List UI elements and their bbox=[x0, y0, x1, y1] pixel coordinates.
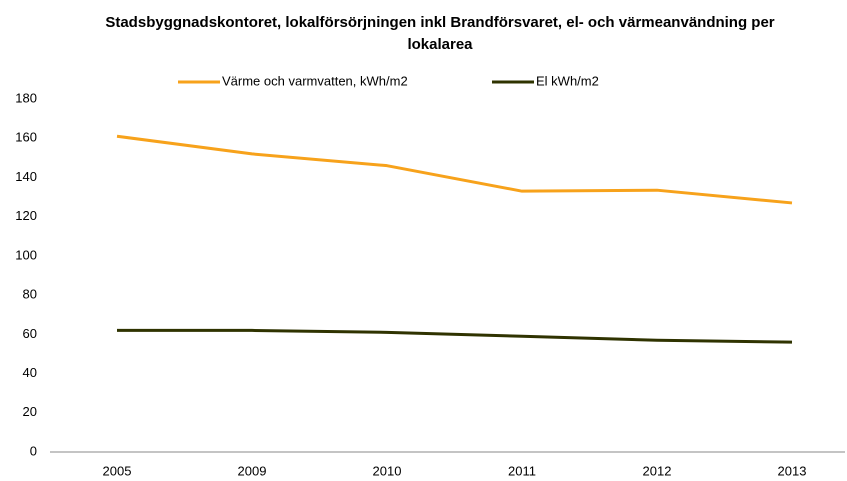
y-tick-label: 140 bbox=[15, 169, 37, 184]
chart-title: Stadsbyggnadskontoret, lokalförsörjninge… bbox=[105, 14, 775, 53]
legend-label: Värme och varmvatten, kWh/m2 bbox=[222, 73, 408, 88]
y-tick-label: 20 bbox=[23, 404, 37, 419]
x-tick-label: 2010 bbox=[373, 463, 402, 478]
x-tick-label: 2013 bbox=[778, 463, 807, 478]
y-tick-label: 180 bbox=[15, 90, 37, 105]
x-tick-label: 2005 bbox=[103, 463, 132, 478]
x-tick-label: 2011 bbox=[508, 463, 536, 478]
y-tick-label: 100 bbox=[15, 247, 37, 262]
legend-label: El kWh/m2 bbox=[536, 73, 599, 88]
x-tick-label: 2009 bbox=[238, 463, 267, 478]
y-tick-label: 80 bbox=[23, 287, 37, 302]
y-tick-label: 120 bbox=[15, 208, 37, 223]
y-tick-label: 0 bbox=[30, 443, 37, 458]
y-tick-label: 160 bbox=[15, 130, 37, 145]
series-line bbox=[116, 134, 793, 205]
y-tick-label: 40 bbox=[23, 365, 37, 380]
x-tick-label: 2012 bbox=[643, 463, 672, 478]
y-tick-label: 60 bbox=[23, 326, 37, 341]
series-line bbox=[117, 328, 793, 344]
